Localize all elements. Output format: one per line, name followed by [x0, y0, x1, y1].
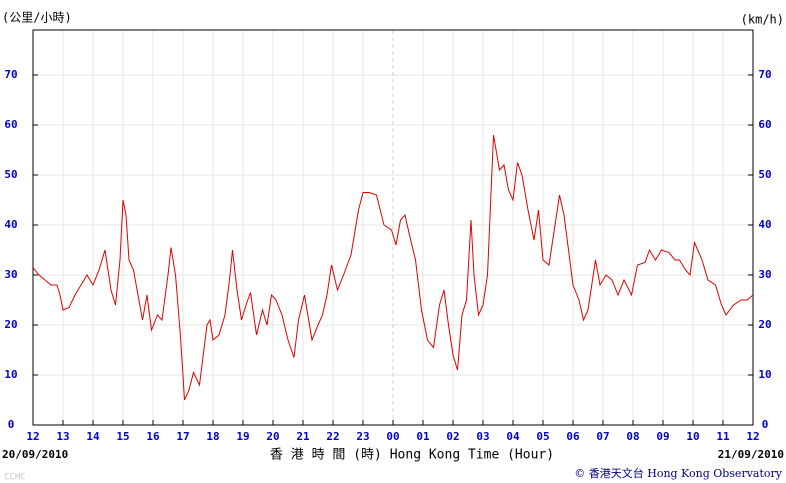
x-tick-label: 02: [446, 430, 459, 443]
x-tick-label: 17: [176, 430, 189, 443]
y-axis-label-right: (km/h): [741, 13, 784, 27]
y-tick-label-right: 30: [758, 268, 771, 281]
y-tick-label-right: 40: [758, 218, 771, 231]
credit: © 香港天文台 Hong Kong Observatory: [574, 466, 783, 480]
x-tick-label: 13: [56, 430, 69, 443]
x-tick-label: 12: [26, 430, 39, 443]
x-tick-label: 20: [266, 430, 279, 443]
x-tick-label: 23: [356, 430, 369, 443]
y-tick-label-right: 70: [758, 68, 771, 81]
x-tick-label: 05: [536, 430, 549, 443]
y-tick-label: 0: [8, 418, 15, 431]
x-tick-label: 07: [596, 430, 609, 443]
x-tick-label: 22: [326, 430, 339, 443]
x-tick-label: 04: [506, 430, 520, 443]
x-tick-label: 18: [206, 430, 219, 443]
x-tick-label: 15: [116, 430, 129, 443]
wind-line: [32, 134, 754, 401]
x-axis-label: 香 港 時 間 (時) Hong Kong Time (Hour): [270, 448, 554, 463]
y-tick-label: 20: [4, 318, 17, 331]
x-tick-label: 00: [386, 430, 399, 443]
x-tick-label: 08: [626, 430, 639, 443]
x-tick-label: 11: [716, 430, 730, 443]
y-tick-label-right: 20: [758, 318, 771, 331]
y-tick-label: 70: [4, 68, 17, 81]
x-tick-label: 01: [416, 430, 430, 443]
x-tick-label: 19: [236, 430, 249, 443]
y-tick-label: 60: [4, 118, 17, 131]
x-tick-label: 09: [656, 430, 669, 443]
x-tick-label: 16: [146, 430, 160, 443]
end-date: 21/09/2010: [718, 448, 784, 461]
y-tick-label: 10: [4, 368, 17, 381]
plot-frame: [32, 29, 754, 426]
watermark: CCHC: [4, 473, 26, 483]
y-tick-label: 50: [4, 168, 17, 181]
x-tick-label: 21: [296, 430, 310, 443]
y-axis-label-left: (公里/小時): [2, 11, 72, 25]
start-date: 20/09/2010: [2, 448, 68, 461]
x-tick-label: 06: [566, 430, 580, 443]
y-tick-label: 40: [4, 218, 17, 231]
y-tick-label: 30: [4, 268, 17, 281]
x-tick-label: 10: [686, 430, 699, 443]
x-tick-label: 14: [86, 430, 100, 443]
y-tick-label-right: 50: [758, 168, 771, 181]
x-tick-label: 12: [746, 430, 759, 443]
y-tick-label-right: 60: [758, 118, 771, 131]
y-tick-label-right: 0: [762, 418, 769, 431]
y-tick-label-right: 10: [758, 368, 771, 381]
x-tick-label: 03: [476, 430, 489, 443]
